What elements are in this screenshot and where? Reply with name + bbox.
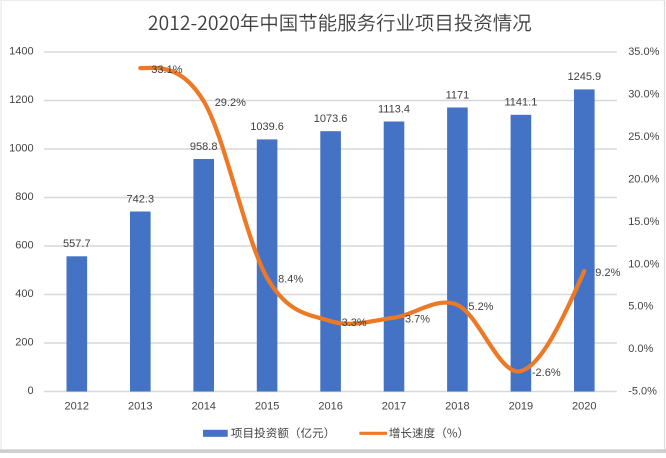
svg-text:1400: 1400 [9,46,33,58]
svg-text:0.0%: 0.0% [628,343,653,355]
svg-text:1039.6: 1039.6 [250,121,284,133]
svg-text:557.7: 557.7 [63,238,91,250]
svg-text:3.7%: 3.7% [405,314,430,326]
svg-text:958.8: 958.8 [190,141,218,153]
svg-text:800: 800 [15,191,33,203]
svg-text:30.0%: 30.0% [628,89,659,101]
svg-text:1113.4: 1113.4 [378,103,410,115]
svg-text:9.2%: 9.2% [595,267,620,279]
svg-text:1073.6: 1073.6 [314,113,348,125]
svg-text:1000: 1000 [9,143,33,155]
svg-text:2012: 2012 [65,401,89,413]
svg-text:29.2%: 29.2% [215,97,246,109]
svg-text:8.4%: 8.4% [278,274,303,286]
svg-text:15.0%: 15.0% [628,216,659,228]
svg-text:20.0%: 20.0% [628,173,659,185]
svg-text:2019: 2019 [509,401,533,413]
svg-text:742.3: 742.3 [127,193,155,205]
svg-text:2017: 2017 [382,401,406,413]
svg-text:2016: 2016 [318,401,342,413]
svg-text:35.0%: 35.0% [628,46,659,58]
svg-text:1171: 1171 [446,89,470,101]
svg-text:400: 400 [15,288,33,300]
svg-text:2020: 2020 [572,401,596,413]
svg-text:5.0%: 5.0% [628,301,653,313]
svg-text:33.1%: 33.1% [151,64,182,76]
svg-text:25.0%: 25.0% [628,131,659,143]
svg-text:-2.6%: -2.6% [532,367,561,379]
svg-text:5.2%: 5.2% [468,301,493,313]
svg-text:1245.9: 1245.9 [567,71,601,83]
svg-text:600: 600 [15,240,33,252]
svg-text:2018: 2018 [445,401,469,413]
svg-text:1141.1: 1141.1 [504,97,537,109]
svg-text:200: 200 [15,337,33,349]
svg-text:-5.0%: -5.0% [628,386,657,398]
svg-text:0: 0 [27,385,33,397]
svg-text:2015: 2015 [255,401,279,413]
svg-text:2013: 2013 [128,401,152,413]
svg-text:10.0%: 10.0% [628,258,659,270]
svg-text:1200: 1200 [9,94,33,106]
svg-text:2014: 2014 [191,401,215,413]
svg-text:3.3%: 3.3% [342,317,367,329]
